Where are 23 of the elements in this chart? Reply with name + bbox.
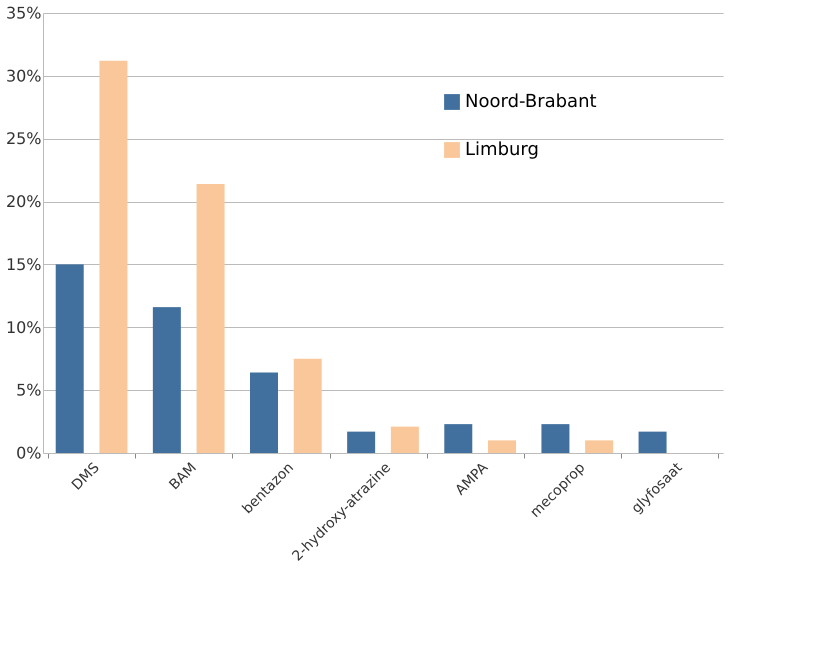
legend-label: Limburg: [465, 139, 539, 160]
y-tick-label: 10%: [6, 318, 42, 337]
y-tick-label: 25%: [6, 129, 42, 148]
bar: [196, 184, 225, 453]
bar: [390, 426, 419, 453]
bar: [347, 432, 376, 453]
y-tick-label: 20%: [6, 192, 42, 212]
y-tick-label: 0%: [16, 444, 42, 462]
y-tick-label: 35%: [6, 4, 42, 22]
bar: [638, 432, 667, 453]
bar: [56, 264, 84, 453]
bar: [585, 440, 614, 453]
bar: [152, 307, 181, 453]
bar: [99, 60, 128, 453]
y-tick-label: 5%: [16, 380, 42, 400]
bar: [541, 424, 570, 453]
bar: [294, 358, 322, 453]
y-tick-label: 15%: [6, 254, 42, 274]
bar: [444, 424, 472, 453]
y-tick-label: 30%: [6, 66, 42, 86]
legend-label: Noord-Brabant: [465, 91, 597, 112]
bar: [250, 372, 278, 453]
bar: [488, 440, 516, 453]
